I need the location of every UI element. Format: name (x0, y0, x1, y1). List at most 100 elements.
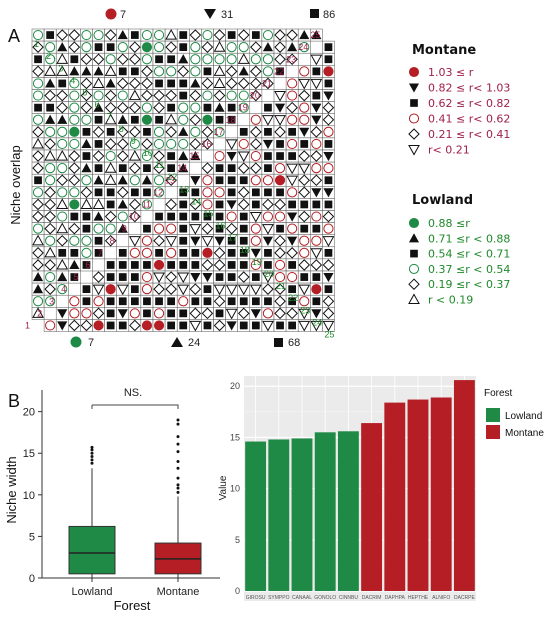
overlap-marker-montane (311, 103, 322, 113)
matrix-cell (297, 40, 311, 54)
overlap-marker-lowland (93, 29, 104, 41)
overlap-marker-lowland (178, 150, 189, 161)
overlap-marker-montane (300, 224, 309, 233)
overlap-marker-lowland (130, 31, 139, 39)
overlap-marker-lowland (104, 162, 117, 173)
overlap-marker-lowland (70, 212, 79, 221)
overlap-marker-lowland (190, 102, 201, 113)
matrix-cell (116, 52, 130, 66)
overlap-marker-montane (130, 285, 139, 294)
overlap-marker-montane (322, 101, 335, 114)
overlap-marker-montane (286, 307, 298, 320)
overlap-marker-montane (298, 78, 311, 90)
overlap-marker-lowland (262, 54, 274, 65)
overlap-marker-montane (300, 273, 309, 281)
overlap-marker-montane (287, 223, 298, 234)
overlap-marker-lowland (44, 89, 56, 102)
overlap-marker-lowland (116, 126, 129, 138)
overlap-marker-lowland (58, 248, 67, 257)
overlap-marker-lowland (80, 198, 93, 210)
overlap-marker-lowland (141, 29, 153, 41)
overlap-marker-lowland (129, 77, 141, 90)
x-tick-label: ALNIFO (432, 595, 450, 601)
overlap-marker-montane (310, 54, 323, 66)
species-index-lowland: 2 (46, 51, 51, 61)
overlap-marker-lowland (129, 101, 141, 114)
x-tick-label: CANAAL (292, 595, 312, 601)
matrix-cell (104, 89, 117, 102)
species-index-lowland: 21 (276, 281, 286, 291)
outlier-point (176, 466, 180, 470)
legend-marker-icon (408, 217, 420, 229)
overlap-marker-montane (225, 139, 238, 151)
overlap-marker-lowland (141, 102, 153, 113)
matrix-cell (189, 282, 202, 296)
overlap-marker-montane (324, 176, 333, 185)
overlap-marker-lowland (238, 66, 249, 76)
matrix-cell (237, 28, 251, 42)
overlap-marker-montane (179, 321, 188, 330)
x-tick-label: DACRPE (454, 595, 476, 601)
matrix-cell (164, 40, 178, 54)
overlap-marker-montane (178, 296, 189, 307)
overlap-marker-lowland (274, 41, 286, 53)
overlap-marker-montane (191, 248, 200, 257)
overlap-marker-montane (274, 247, 286, 259)
overlap-marker-montane (226, 200, 237, 210)
overlap-marker-lowland (238, 42, 249, 53)
matrix-cell (237, 186, 251, 199)
species-index-montane: 1 (25, 320, 30, 330)
overlap-marker-lowland (57, 211, 68, 222)
species-index-lowland: 18 (240, 245, 250, 255)
overlap-marker-montane (167, 261, 176, 269)
matrix-cell (201, 307, 214, 320)
overlap-marker-lowland (141, 54, 153, 65)
overlap-marker-montane (312, 91, 321, 100)
species-index-montane: 11 (142, 199, 151, 209)
overlap-marker-lowland (227, 115, 236, 124)
matrix-cell (31, 198, 45, 211)
overlap-marker-lowland (32, 296, 44, 307)
matrix-cell (213, 246, 226, 260)
overlap-marker-montane (274, 163, 286, 174)
overlap-marker-montane (117, 309, 128, 319)
overlap-marker-montane (274, 126, 286, 138)
overlap-marker-montane (214, 236, 225, 246)
overlap-marker-lowland (178, 54, 189, 64)
overlap-marker-lowland (45, 78, 56, 88)
overlap-marker-montane (311, 138, 322, 150)
overlap-marker-lowland (276, 67, 284, 76)
species-index-lowland: 10 (143, 148, 153, 158)
outlier-point (176, 460, 180, 464)
species-index-lowland: 9 (131, 136, 136, 146)
matrix-cell (249, 77, 263, 90)
overlap-marker-lowland (93, 223, 104, 234)
boxplot: 0 5 10 15 20 Lowland Montane (23, 390, 220, 598)
matrix-cell (285, 307, 299, 320)
overlap-marker-montane (130, 297, 139, 306)
overlap-marker-montane (298, 89, 311, 102)
overlap-marker-lowland (155, 55, 163, 64)
overlap-marker-lowland (202, 114, 213, 125)
overlap-marker-lowland (203, 67, 212, 76)
overlap-marker-montane (324, 140, 333, 148)
legend-swatch-montane (486, 425, 500, 439)
overlap-marker-lowland (82, 152, 91, 160)
matrix-cell (297, 186, 311, 199)
overlap-marker-montane (166, 247, 177, 258)
bar-hepthe (407, 399, 429, 591)
matrix-cell (31, 125, 45, 139)
matrix-cell (164, 198, 178, 211)
overlap-marker-lowland (92, 126, 105, 138)
overlap-marker-lowland (69, 102, 80, 113)
overlap-marker-montane (299, 114, 310, 125)
overlap-marker-lowland (81, 66, 92, 76)
outlier-point (90, 445, 94, 449)
matrix-cell (201, 77, 214, 90)
overlap-marker-lowland (32, 78, 44, 89)
significance-bracket (91, 404, 179, 409)
overlap-marker-montane (324, 55, 333, 64)
overlap-marker-lowland (81, 138, 92, 149)
matrix-cell (237, 101, 251, 114)
overlap-marker-lowland (128, 149, 141, 161)
